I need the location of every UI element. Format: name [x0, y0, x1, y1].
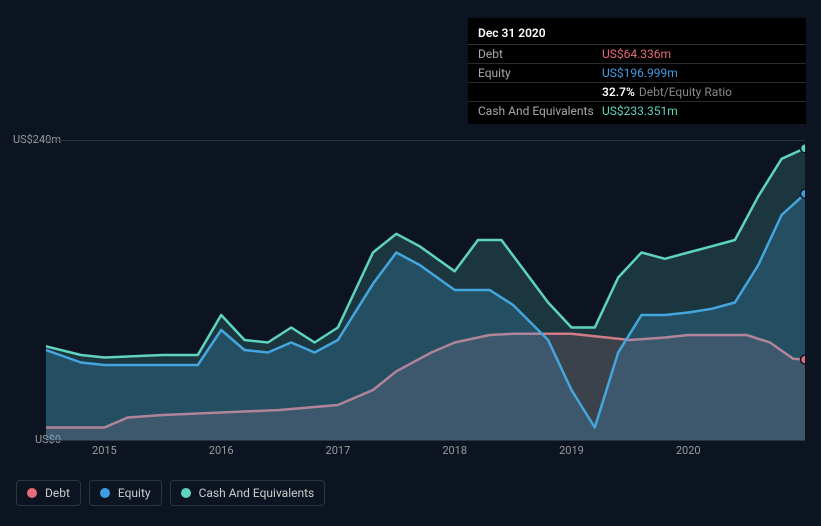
tooltip-row-label: Cash And Equivalents [478, 104, 602, 118]
gridline [46, 440, 805, 441]
x-axis-label: 2018 [442, 444, 467, 457]
x-axis-label: 2016 [209, 444, 234, 457]
tooltip-row: 32.7%Debt/Equity Ratio [468, 83, 806, 102]
legend-label: Equity [118, 486, 151, 500]
tooltip-row-label: Debt [478, 47, 602, 61]
legend-item[interactable]: Equity [89, 480, 162, 506]
tooltip-row: DebtUS$64.336m [468, 45, 806, 64]
chart-legend: Debt Equity Cash And Equivalents [16, 480, 325, 506]
legend-label: Cash And Equivalents [199, 486, 315, 500]
legend-swatch [181, 488, 191, 498]
series-end-marker [801, 355, 806, 364]
x-axis-label: 2020 [676, 444, 701, 457]
tooltip-row-value: US$233.351m [602, 104, 796, 118]
chart-plot-area[interactable] [46, 140, 805, 440]
legend-label: Debt [45, 486, 70, 500]
tooltip-row-value: 32.7%Debt/Equity Ratio [602, 85, 796, 99]
x-axis-label: 2015 [92, 444, 117, 457]
series-area [46, 148, 805, 440]
tooltip-row: EquityUS$196.999m [468, 64, 806, 83]
x-axis-label: 2017 [326, 444, 351, 457]
tooltip-date: Dec 31 2020 [468, 22, 806, 45]
tooltip-row-value: US$196.999m [602, 66, 796, 80]
legend-swatch [100, 488, 110, 498]
tooltip-row-label: Equity [478, 66, 602, 80]
financial-chart: US$0US$240m 201520162017201820192020 [16, 120, 805, 470]
series-end-marker [801, 144, 806, 153]
tooltip-row: Cash And EquivalentsUS$233.351m [468, 102, 806, 120]
x-axis-label: 2019 [559, 444, 584, 457]
legend-swatch [27, 488, 37, 498]
tooltip-row-label [478, 85, 602, 99]
legend-item[interactable]: Debt [16, 480, 81, 506]
tooltip-row-value: US$64.336m [602, 47, 796, 61]
legend-item[interactable]: Cash And Equivalents [170, 480, 326, 506]
chart-tooltip: Dec 31 2020 DebtUS$64.336mEquityUS$196.9… [468, 18, 806, 124]
series-end-marker [801, 189, 806, 198]
